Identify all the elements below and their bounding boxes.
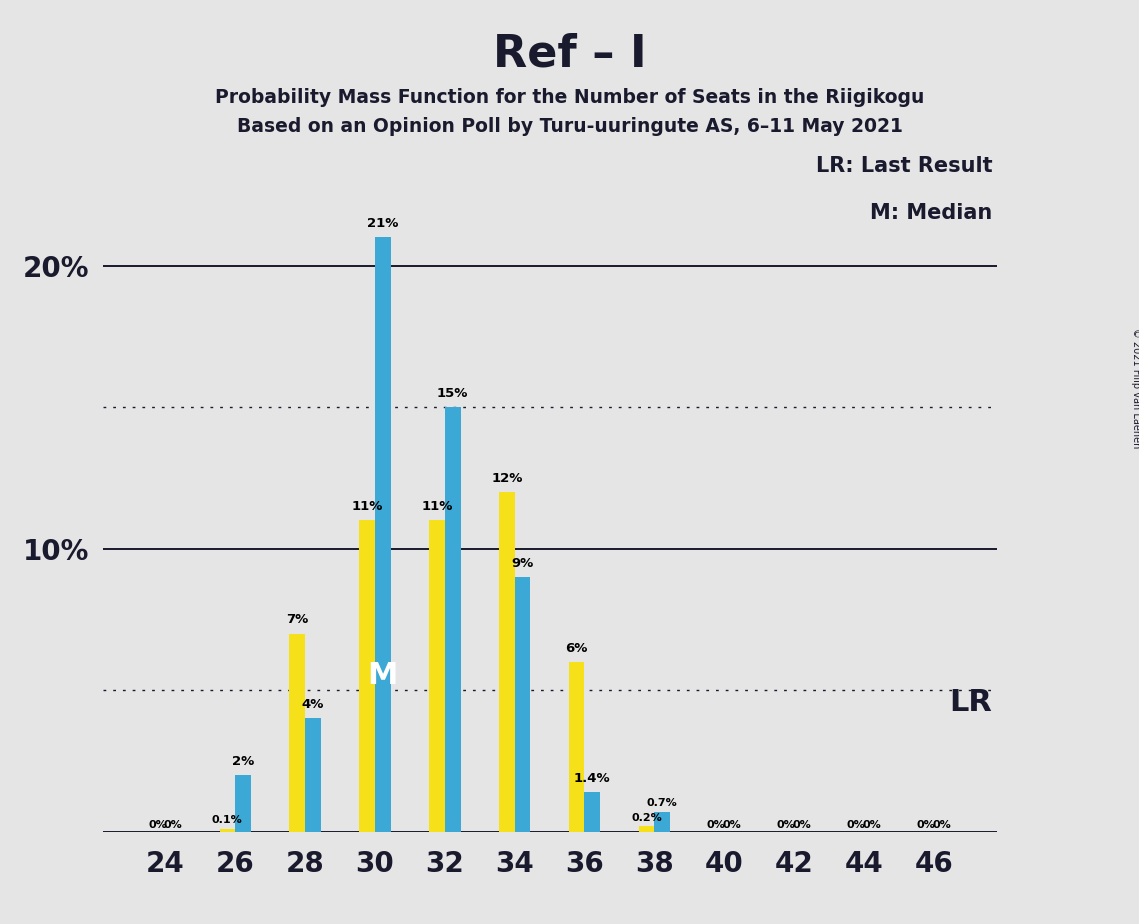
Text: 0%: 0% — [164, 821, 182, 830]
Text: M: Median: M: Median — [870, 203, 992, 224]
Text: 2%: 2% — [232, 755, 254, 768]
Bar — [429, 520, 445, 832]
Text: 1.4%: 1.4% — [574, 772, 611, 784]
Bar — [499, 492, 515, 832]
Text: 0%: 0% — [917, 821, 935, 830]
Bar — [639, 826, 654, 832]
Text: LR: Last Result: LR: Last Result — [816, 156, 992, 176]
Text: 0.2%: 0.2% — [631, 812, 662, 822]
Text: Probability Mass Function for the Number of Seats in the Riigikogu: Probability Mass Function for the Number… — [215, 88, 924, 107]
Bar — [584, 792, 600, 832]
Text: © 2021 Filip van Laenen: © 2021 Filip van Laenen — [1131, 328, 1139, 448]
Bar — [289, 634, 305, 832]
Text: Based on an Opinion Poll by Turu-uuringute AS, 6–11 May 2021: Based on an Opinion Poll by Turu-uuringu… — [237, 117, 902, 137]
Text: 0%: 0% — [932, 821, 951, 830]
Text: 0%: 0% — [707, 821, 726, 830]
Bar — [220, 829, 236, 832]
Bar — [359, 520, 375, 832]
Bar — [375, 237, 391, 832]
Text: 0%: 0% — [777, 821, 795, 830]
Text: 0%: 0% — [862, 821, 882, 830]
Text: 6%: 6% — [565, 642, 588, 655]
Text: 15%: 15% — [437, 387, 468, 400]
Bar — [654, 812, 670, 832]
Bar — [305, 719, 321, 832]
Text: 4%: 4% — [302, 699, 325, 711]
Bar — [515, 577, 531, 832]
Text: LR: LR — [949, 688, 992, 717]
Bar — [445, 407, 460, 832]
Bar — [568, 662, 584, 832]
Text: 21%: 21% — [367, 217, 399, 230]
Text: M: M — [368, 662, 398, 690]
Text: 0.1%: 0.1% — [212, 815, 243, 825]
Text: 0.7%: 0.7% — [647, 798, 678, 808]
Text: 11%: 11% — [352, 500, 383, 513]
Text: 0%: 0% — [722, 821, 741, 830]
Text: 0%: 0% — [793, 821, 811, 830]
Bar — [236, 775, 251, 832]
Text: 11%: 11% — [421, 500, 452, 513]
Text: 12%: 12% — [491, 472, 523, 485]
Text: 9%: 9% — [511, 557, 534, 570]
Text: 0%: 0% — [846, 821, 866, 830]
Text: Ref – I: Ref – I — [493, 32, 646, 76]
Text: 7%: 7% — [286, 614, 309, 626]
Text: 0%: 0% — [148, 821, 167, 830]
